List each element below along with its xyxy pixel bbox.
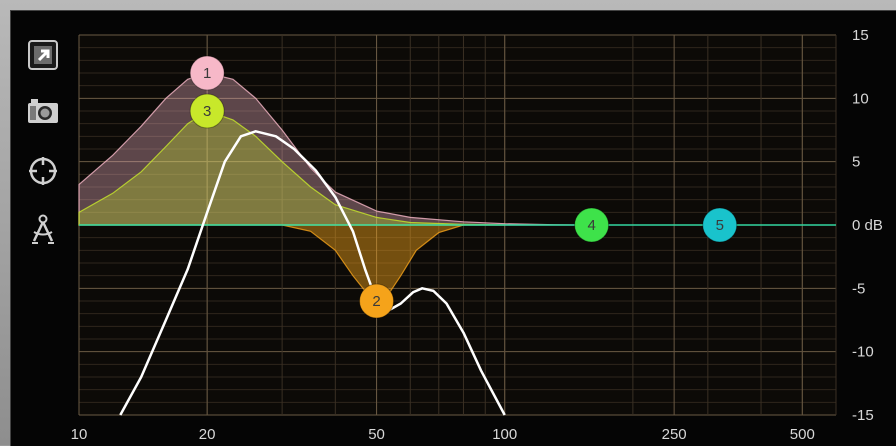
band-node-label: 2 bbox=[372, 293, 380, 310]
y-tick-label: 5 bbox=[852, 154, 860, 171]
y-tick-label: -15 bbox=[852, 407, 874, 424]
y-tick-label: 15 bbox=[852, 27, 869, 44]
band-node-5[interactable] bbox=[702, 207, 738, 243]
expand-button[interactable] bbox=[26, 38, 60, 72]
x-tick-label: 50 bbox=[368, 426, 385, 443]
band-node-3[interactable] bbox=[189, 93, 225, 129]
band-node-label: 5 bbox=[716, 217, 724, 234]
band-node-2[interactable] bbox=[359, 283, 395, 319]
eq-panel: 1 2 3 4 5 10 20 50 100 250 500 15 10 5 0 dB -5 -10 -15 bbox=[10, 10, 896, 446]
x-tick-label: 100 bbox=[492, 426, 517, 443]
band-node-label: 1 bbox=[203, 65, 211, 82]
band-node-label: 3 bbox=[203, 103, 211, 120]
response-curve bbox=[119, 130, 506, 416]
x-tick-label: 250 bbox=[662, 426, 687, 443]
y-tick-label: 10 bbox=[852, 90, 869, 107]
crosshair-button[interactable] bbox=[26, 154, 60, 188]
y-tick-label: 0 dB bbox=[852, 217, 883, 234]
band-node-label: 4 bbox=[587, 217, 595, 234]
expand-icon bbox=[28, 40, 58, 70]
snapshot-button[interactable] bbox=[26, 94, 60, 128]
analyzer-button[interactable] bbox=[26, 212, 60, 246]
x-tick-label: 20 bbox=[199, 426, 216, 443]
x-tick-label: 500 bbox=[790, 426, 815, 443]
compass-icon bbox=[32, 214, 54, 244]
eq-graph[interactable]: 1 2 3 4 5 10 20 50 100 250 500 15 10 5 0 dB -5 -10 -15 bbox=[11, 11, 896, 446]
y-tick-label: -5 bbox=[852, 280, 865, 297]
band-node-1[interactable] bbox=[189, 55, 225, 91]
camera-icon bbox=[28, 99, 58, 123]
band-node-4[interactable] bbox=[574, 207, 610, 243]
band-3-curve bbox=[78, 110, 505, 226]
target-icon bbox=[29, 157, 57, 185]
y-tick-label: -10 bbox=[852, 344, 874, 361]
x-tick-label: 10 bbox=[71, 426, 88, 443]
